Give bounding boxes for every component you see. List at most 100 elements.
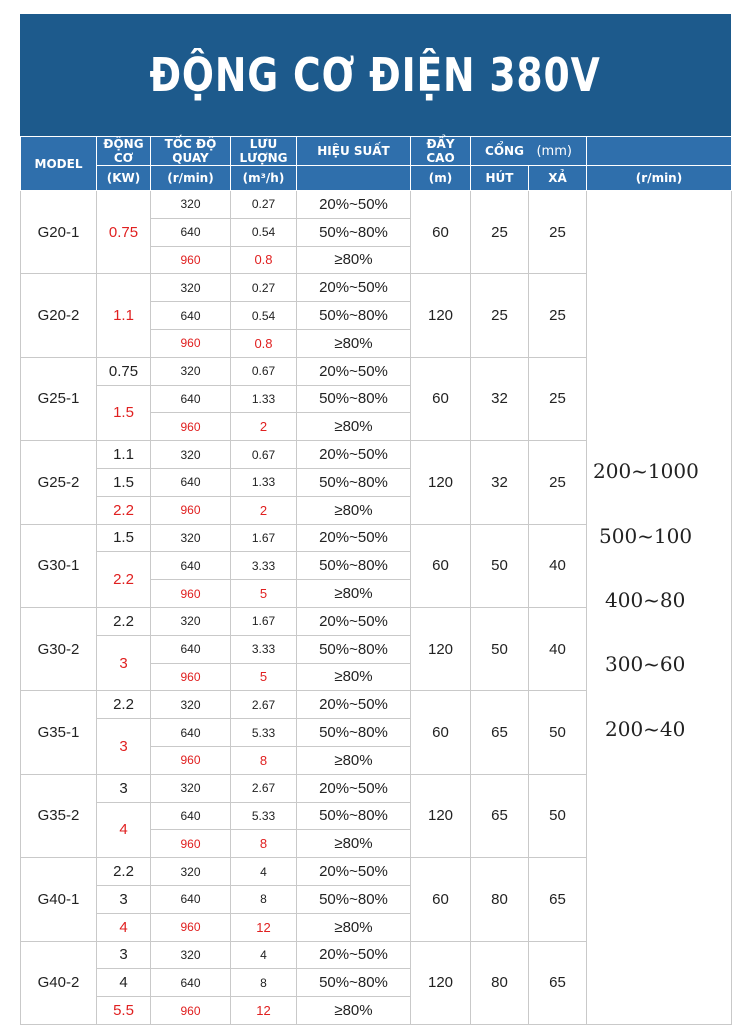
suction-cell: 80 bbox=[470, 940, 529, 1025]
efficiency-cell: 20%~50% bbox=[296, 440, 411, 469]
suction-cell: 25 bbox=[470, 273, 529, 358]
efficiency-cell: ≥80% bbox=[296, 829, 411, 859]
table-row: G20-2 1.1 320 0.27 20%~50% 120 25 25 bbox=[20, 273, 732, 358]
table-row: G25-1 0.75 320 0.67 20%~50% 60 32 25 bbox=[20, 356, 732, 442]
table-row: 960 2 ≥80% bbox=[21, 412, 732, 442]
speed-cell: 640 bbox=[150, 467, 231, 497]
efficiency-cell: 20%~50% bbox=[296, 356, 411, 386]
speed-cell: 320 bbox=[150, 523, 231, 553]
header-range-unit: (r/min) bbox=[586, 165, 732, 191]
efficiency-cell: ≥80% bbox=[296, 579, 411, 608]
efficiency-cell: 50%~80% bbox=[296, 884, 411, 914]
flow-cell: 8 bbox=[230, 884, 297, 914]
flow-cell: 1.33 bbox=[230, 384, 297, 414]
head-cell: 60 bbox=[410, 356, 471, 442]
flow-cell: 1.67 bbox=[230, 606, 297, 636]
model-name: G25-2 bbox=[20, 440, 97, 525]
power-cell: 1.5 bbox=[96, 467, 151, 497]
table-row: 1.5 640 1.33 50%~80% bbox=[21, 384, 732, 442]
header-speed: TỐC ĐỘ QUAY bbox=[150, 136, 231, 166]
head-cell: 120 bbox=[410, 273, 471, 358]
efficiency-cell: 50%~80% bbox=[296, 801, 411, 831]
power-cell: 2.2 bbox=[96, 606, 151, 636]
flow-cell: 0.8 bbox=[230, 328, 297, 358]
head-cell: 120 bbox=[410, 440, 471, 525]
table-row: 4 960 12 ≥80% bbox=[21, 912, 732, 942]
model-name: G35-2 bbox=[20, 773, 97, 859]
flow-cell: 8 bbox=[230, 745, 297, 775]
flow-cell: 0.54 bbox=[230, 217, 297, 247]
speed-cell: 320 bbox=[150, 440, 231, 469]
efficiency-cell: 50%~80% bbox=[296, 968, 411, 998]
discharge-cell: 50 bbox=[528, 773, 587, 859]
suction-cell: 32 bbox=[470, 440, 529, 525]
efficiency-cell: ≥80% bbox=[296, 745, 411, 775]
power-cell: 3 bbox=[96, 940, 151, 970]
flow-cell: 12 bbox=[230, 912, 297, 942]
efficiency-cell: 50%~80% bbox=[296, 467, 411, 497]
flow-cell: 3.33 bbox=[230, 551, 297, 581]
header-suction: HÚT bbox=[470, 165, 529, 191]
efficiency-cell: 20%~50% bbox=[296, 606, 411, 636]
discharge-cell: 25 bbox=[528, 273, 587, 358]
table-row: G35-1 2.2 320 2.67 20%~50% 60 65 50 bbox=[20, 690, 732, 775]
speed-cell: 320 bbox=[150, 857, 231, 886]
header-model: MODEL bbox=[20, 136, 97, 191]
efficiency-cell: ≥80% bbox=[296, 996, 411, 1025]
speed-cell: 960 bbox=[150, 495, 231, 525]
header-power-unit: (KW) bbox=[96, 165, 151, 191]
header-port: CỔNG (mm) bbox=[470, 136, 587, 166]
speed-range-list: 200~1000 500~100 400~80 300~60 200~40 bbox=[587, 191, 731, 1024]
header-speed-unit: (r/min) bbox=[150, 165, 231, 191]
speed-cell: 960 bbox=[150, 662, 231, 692]
power-cell: 4 bbox=[96, 912, 151, 942]
model-name: G20-1 bbox=[20, 189, 97, 275]
flow-cell: 0.8 bbox=[230, 245, 297, 275]
efficiency-cell: 20%~50% bbox=[296, 857, 411, 886]
header-power: ĐỘNG CƠ bbox=[96, 136, 151, 166]
flow-cell: 4 bbox=[230, 940, 297, 970]
efficiency-cell: 50%~80% bbox=[296, 718, 411, 747]
table-row: 960 0.8 ≥80% bbox=[21, 245, 732, 275]
table-row: G20-1 0.75 320 0.27 20%~50% 60 25 25 200~1000 500… bbox=[20, 189, 732, 1025]
flow-cell: 1.33 bbox=[230, 467, 297, 497]
speed-cell: 960 bbox=[150, 912, 231, 942]
discharge-cell: 65 bbox=[528, 940, 587, 1025]
efficiency-cell: 20%~50% bbox=[296, 690, 411, 720]
table-row: 4 640 8 50%~80% bbox=[21, 968, 732, 998]
speed-cell: 640 bbox=[150, 217, 231, 247]
speed-cell: 640 bbox=[150, 801, 231, 831]
speed-cell: 320 bbox=[150, 773, 231, 803]
suction-cell: 65 bbox=[470, 773, 529, 859]
speed-cell: 960 bbox=[150, 996, 231, 1025]
speed-cell: 960 bbox=[150, 328, 231, 358]
table-row: 640 0.54 50%~80% bbox=[21, 217, 732, 247]
table-row: G35-2 3 320 2.67 20%~50% 120 65 50 bbox=[20, 773, 732, 859]
speed-cell: 640 bbox=[150, 384, 231, 414]
flow-cell: 0.27 bbox=[230, 190, 297, 219]
efficiency-cell: ≥80% bbox=[296, 662, 411, 692]
model-name: G40-1 bbox=[20, 857, 97, 942]
power-cell-highlight: 4 bbox=[96, 801, 151, 859]
speed-cell: 960 bbox=[150, 829, 231, 859]
efficiency-cell: 50%~80% bbox=[296, 551, 411, 581]
table-row: G40-1 2.2 320 4 20%~50% 60 80 65 bbox=[20, 857, 732, 942]
speed-range-value: 200~40 bbox=[605, 717, 686, 741]
power-cell-highlight: 1.1 bbox=[96, 273, 151, 358]
speed-cell: 640 bbox=[150, 634, 231, 664]
power-cell-highlight: 2.2 bbox=[96, 551, 151, 608]
flow-cell: 8 bbox=[230, 829, 297, 859]
table-row: 3 640 5.33 50%~80% bbox=[21, 718, 732, 775]
power-cell: 3 bbox=[96, 884, 151, 914]
discharge-cell: 50 bbox=[528, 690, 587, 775]
head-cell: 120 bbox=[410, 773, 471, 859]
efficiency-cell: ≥80% bbox=[296, 328, 411, 358]
power-cell: 2.2 bbox=[96, 690, 151, 720]
discharge-cell: 40 bbox=[528, 606, 587, 692]
speed-range-column: 200~1000 500~100 400~80 300~60 200~40 bbox=[586, 190, 732, 1025]
power-cell-highlight: 3 bbox=[96, 634, 151, 692]
speed-cell: 640 bbox=[150, 551, 231, 581]
efficiency-cell: ≥80% bbox=[296, 495, 411, 525]
flow-cell: 0.67 bbox=[230, 440, 297, 469]
header-range-top bbox=[586, 136, 732, 166]
